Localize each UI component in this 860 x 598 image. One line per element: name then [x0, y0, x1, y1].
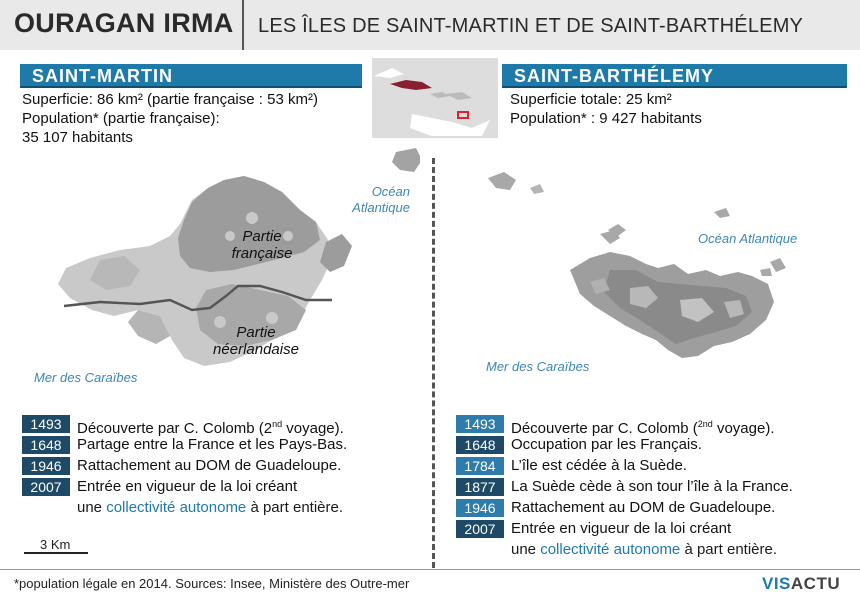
saint-martin-map [58, 148, 420, 366]
header-separator [242, 0, 244, 50]
sb-event: Occupation par les Français. [511, 436, 702, 453]
sm-year-badge: 1946 [22, 457, 70, 475]
sm-event-continuation: une collectivité autonome à part entière… [22, 499, 347, 517]
sb-timeline-row: 1946 Rattachement au DOM de Guadeloupe. [456, 499, 793, 520]
visactu-logo: VISACTU [762, 574, 840, 594]
sb-year-badge: 2007 [456, 520, 504, 538]
dutch-part-line1: Partie [236, 324, 276, 341]
logo-part2: ACTU [790, 574, 841, 593]
sb-ocean-label: Océan Atlantique [698, 231, 798, 246]
sb-event-continuation: une collectivité autonome à part entière… [456, 541, 793, 559]
sb-timeline-row: 1648 Occupation par les Français. [456, 436, 793, 457]
scale-label: 3 Km [40, 537, 71, 552]
page-subtitle: LES ÎLES DE SAINT-MARTIN ET DE SAINT-BAR… [258, 15, 804, 37]
sb-year-badge: 1648 [456, 436, 504, 454]
sm-timeline: 1493 Découverte par C. Colomb (2nd voyag… [22, 415, 347, 517]
sm-event: Entrée en vigueur de la loi créant [77, 478, 298, 495]
footer-rule [0, 569, 860, 570]
sb-cont-highlight: collectivité autonome [540, 541, 681, 558]
sm-timeline-row: 1493 Découverte par C. Colomb (2nd voyag… [22, 415, 347, 437]
header-bar: OURAGAN IRMA LES ÎLES DE SAINT-MARTIN ET… [0, 0, 860, 50]
dutch-part-line2: néerlandaise [213, 341, 299, 358]
sb-event: La Suède cède à son tour l’île à la Fran… [511, 478, 793, 495]
sm-sea-label: Mer des Caraïbes [34, 370, 138, 385]
sm-ocean-line1: Océan [371, 184, 410, 199]
dutch-part-label: Partie néerlandaise [196, 324, 316, 358]
saint-barthelemy-map [488, 172, 786, 358]
sm-event: Partage entre la France et les Pays-Bas. [77, 436, 348, 453]
french-part-line2: française [231, 245, 293, 262]
sb-timeline-row: 1784 L’île est cédée à la Suède. [456, 457, 793, 478]
saint-barthelemy-band: SAINT-BARTHÉLEMY [502, 64, 847, 88]
sb-year-badge: 1493 [456, 415, 504, 433]
sb-timeline-row: 1493 Découverte par C. Colomb (2nd voyag… [456, 415, 793, 437]
sb-timeline: 1493 Découverte par C. Colomb (2nd voyag… [456, 415, 793, 559]
sb-timeline-row: 1877 La Suède cède à son tour l’île à la… [456, 478, 793, 499]
sb-cont-pre: une [511, 541, 541, 558]
french-part-label: Partie française [212, 228, 312, 262]
sb-population: Population* : 9 427 habitants [510, 110, 702, 127]
section-divider [432, 158, 435, 568]
sb-event: Entrée en vigueur de la loi créant [511, 520, 732, 537]
sm-population-value: 35 107 habitants [22, 129, 133, 146]
saint-martin-band: SAINT-MARTIN [20, 64, 362, 88]
sb-year-badge: 1877 [456, 478, 504, 496]
logo-part1: VIS [762, 574, 791, 593]
sm-year-badge: 1493 [22, 415, 70, 433]
sm-timeline-row: 2007 Entrée en vigueur de la loi créant [22, 478, 347, 499]
sm-timeline-row: 1648 Partage entre la France et les Pays… [22, 436, 347, 457]
sm-ocean-label: Océan Atlantique [320, 184, 410, 216]
sb-area: Superficie totale: 25 km² [510, 91, 672, 108]
sm-year-badge: 1648 [22, 436, 70, 454]
sb-event: Rattachement au DOM de Guadeloupe. [511, 499, 776, 516]
sb-year-badge: 1946 [456, 499, 504, 517]
sb-year-badge: 1784 [456, 457, 504, 475]
scale-bar [24, 552, 88, 554]
sm-year-badge: 2007 [22, 478, 70, 496]
sb-timeline-row: 2007 Entrée en vigueur de la loi créant [456, 520, 793, 541]
sb-event: Découverte par C. Colomb (2nd voyage). [511, 419, 775, 437]
sb-event: L’île est cédée à la Suède. [511, 457, 687, 474]
sm-event: Rattachement au DOM de Guadeloupe. [77, 457, 342, 474]
french-part-line1: Partie [242, 228, 282, 245]
sm-cont-highlight: collectivité autonome [106, 499, 247, 516]
locator-inset-map [372, 58, 498, 138]
sb-cont-post: à part entière. [680, 541, 778, 558]
sm-timeline-row: 1946 Rattachement au DOM de Guadeloupe. [22, 457, 347, 478]
sm-ocean-line2: Atlantique [352, 200, 410, 215]
sm-area: Superficie: 86 km² (partie française : 5… [22, 91, 318, 108]
sm-cont-pre: une [77, 499, 107, 516]
footer-note: *population légale en 2014. Sources: Ins… [14, 576, 410, 591]
sm-cont-post: à part entière. [246, 499, 344, 516]
sm-population-label: Population* (partie française): [22, 110, 220, 127]
sb-sea-label: Mer des Caraïbes [486, 359, 590, 374]
sm-event: Découverte par C. Colomb (2nd voyage). [77, 419, 344, 437]
page-title: OURAGAN IRMA [14, 8, 234, 38]
